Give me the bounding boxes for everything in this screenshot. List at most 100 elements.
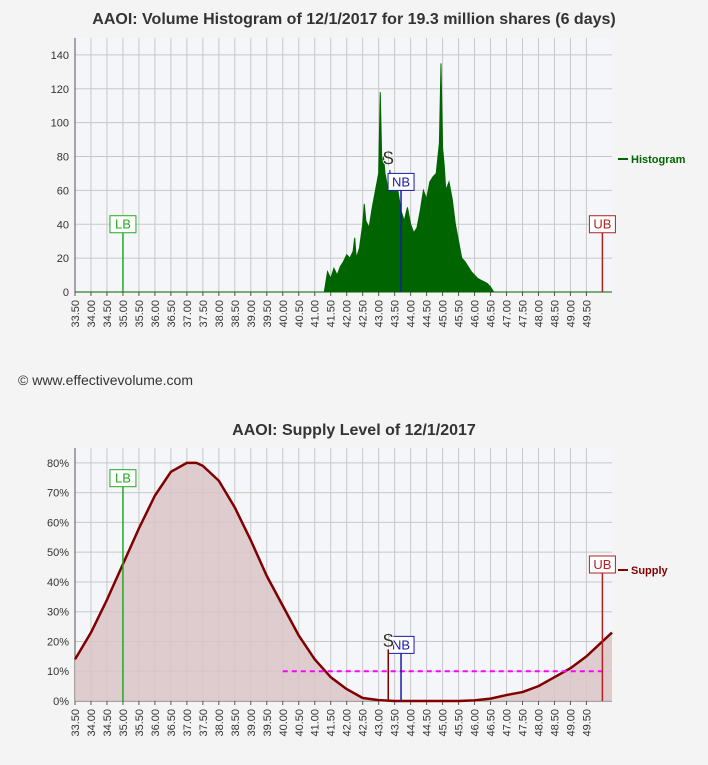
volume-histogram-chart: 33.50 34.00 34.50 35.00 35.50 36.00 36.50 37.00… bbox=[51, 38, 686, 328]
x-tick-label: 46.50 bbox=[486, 709, 498, 737]
x-tick-label: 48.50 bbox=[549, 709, 561, 737]
x-tick-label: 49.50 bbox=[581, 300, 593, 328]
x-tick-label: 34.50 bbox=[102, 300, 114, 328]
x-tick-label: 39.50 bbox=[262, 300, 274, 328]
x-tick-label: 49.50 bbox=[581, 709, 593, 737]
x-tick-label: 42.00 bbox=[342, 709, 354, 737]
x-tick-label: 40.00 bbox=[278, 709, 290, 737]
marker-ub-label: UB bbox=[593, 557, 611, 572]
x-tick-label: 38.00 bbox=[214, 300, 226, 328]
x-tick-label: 44.00 bbox=[406, 300, 418, 328]
x-tick-label: 49.00 bbox=[565, 709, 577, 737]
marker-nb-label: NB bbox=[392, 637, 410, 652]
x-tick-label: 36.00 bbox=[150, 300, 162, 328]
x-tick-label: 43.00 bbox=[374, 300, 386, 328]
x-tick-label: 42.50 bbox=[358, 709, 370, 737]
x-tick-label: 47.00 bbox=[502, 300, 514, 328]
x-tick-label: 38.00 bbox=[214, 709, 226, 737]
x-tick-label: 43.00 bbox=[374, 709, 386, 737]
y-tick-label: 60 bbox=[57, 185, 69, 197]
x-tick-label: 41.50 bbox=[326, 300, 338, 328]
x-tick-label: 33.50 bbox=[70, 709, 82, 737]
x-tick-label: 47.00 bbox=[502, 709, 514, 737]
y-tick-label: 20% bbox=[47, 636, 69, 648]
plot-area bbox=[75, 38, 612, 292]
x-tick-label: 42.00 bbox=[342, 300, 354, 328]
y-tick-label: 20 bbox=[57, 253, 69, 265]
x-tick-label: 35.50 bbox=[134, 300, 146, 328]
x-tick-label: 40.00 bbox=[278, 300, 290, 328]
supply-level-chart: 33.50 34.00 34.50 35.00 35.50 36.00 36.50 37.00… bbox=[47, 448, 669, 737]
legend-label: Supply bbox=[631, 565, 669, 577]
x-tick-label: 38.50 bbox=[230, 300, 242, 328]
x-tick-label: 39.00 bbox=[246, 709, 258, 737]
x-tick-label: 48.50 bbox=[549, 300, 561, 328]
x-tick-label: 34.00 bbox=[86, 709, 98, 737]
y-tick-label: 30% bbox=[47, 607, 69, 619]
marker-lb-box bbox=[109, 469, 137, 488]
x-tick-label: 34.00 bbox=[86, 300, 98, 328]
y-tick-label: 80% bbox=[47, 458, 69, 470]
marker-ub-box bbox=[588, 555, 616, 574]
x-tick-label: 37.00 bbox=[182, 709, 194, 737]
dollar-icon: $ bbox=[383, 148, 394, 170]
y-tick-label: 0% bbox=[53, 696, 69, 708]
y-tick-label: 0 bbox=[63, 287, 69, 299]
x-tick-label: 47.50 bbox=[518, 709, 530, 737]
x-tick-label: 41.00 bbox=[310, 300, 322, 328]
supply-line bbox=[73, 461, 613, 703]
dollar-icon: $ bbox=[383, 630, 394, 652]
x-tick-label: 42.50 bbox=[358, 300, 370, 328]
x-tick-label: 48.00 bbox=[533, 709, 545, 737]
x-tick-label: 40.50 bbox=[294, 709, 306, 737]
copyright-text: © www.effectivevolume.com bbox=[18, 372, 194, 388]
supply-title: AAOI: Supply Level of 12/1/2017 bbox=[232, 422, 476, 439]
y-tick-label: 40% bbox=[47, 577, 69, 589]
y-tick-label: 100 bbox=[51, 118, 69, 130]
marker-nb-label: NB bbox=[392, 174, 410, 189]
x-tick-label: 41.50 bbox=[326, 709, 338, 737]
y-tick-label: 140 bbox=[51, 50, 69, 62]
x-tick-label: 37.50 bbox=[198, 709, 210, 737]
y-tick-label: 80 bbox=[57, 152, 69, 164]
supply-area bbox=[75, 462, 612, 701]
histogram-title: AAOI: Volume Histogram of 12/1/2017 for … bbox=[92, 11, 616, 28]
legend-label: Histogram bbox=[631, 154, 686, 166]
x-tick-label: 46.00 bbox=[470, 300, 482, 328]
x-tick-label: 36.00 bbox=[150, 709, 162, 737]
x-tick-label: 35.00 bbox=[118, 709, 130, 737]
x-tick-label: 46.00 bbox=[470, 709, 482, 737]
x-tick-label: 35.50 bbox=[134, 709, 146, 737]
x-tick-label: 43.50 bbox=[390, 300, 402, 328]
marker-lb-box bbox=[109, 215, 137, 234]
marker-ub-label: UB bbox=[593, 217, 611, 232]
marker-lb-label: LB bbox=[115, 471, 131, 486]
x-tick-label: 39.00 bbox=[246, 300, 258, 328]
x-tick-label: 46.50 bbox=[486, 300, 498, 328]
x-tick-label: 44.00 bbox=[406, 709, 418, 737]
x-tick-label: 36.50 bbox=[166, 709, 178, 737]
histogram-area bbox=[75, 63, 612, 293]
marker-nb-box bbox=[387, 172, 415, 191]
y-tick-label: 40 bbox=[57, 219, 69, 231]
marker-ub-box bbox=[588, 215, 616, 234]
x-tick-label: 43.50 bbox=[390, 709, 402, 737]
x-tick-label: 34.50 bbox=[102, 709, 114, 737]
x-tick-label: 45.50 bbox=[454, 300, 466, 328]
x-tick-label: 41.00 bbox=[310, 709, 322, 737]
y-tick-label: 70% bbox=[47, 488, 69, 500]
y-tick-label: 10% bbox=[47, 666, 69, 678]
x-tick-label: 48.00 bbox=[533, 300, 545, 328]
x-tick-label: 40.50 bbox=[294, 300, 306, 328]
x-tick-label: 45.00 bbox=[438, 300, 450, 328]
y-tick-label: 60% bbox=[47, 517, 69, 529]
marker-lb-label: LB bbox=[115, 217, 131, 232]
x-tick-label: 37.50 bbox=[198, 300, 210, 328]
x-tick-label: 35.00 bbox=[118, 300, 130, 328]
x-tick-label: 38.50 bbox=[230, 709, 242, 737]
marker-nb-box bbox=[387, 635, 415, 654]
x-tick-label: 33.50 bbox=[70, 300, 82, 328]
x-tick-label: 47.50 bbox=[518, 300, 530, 328]
x-tick-label: 44.50 bbox=[422, 300, 434, 328]
